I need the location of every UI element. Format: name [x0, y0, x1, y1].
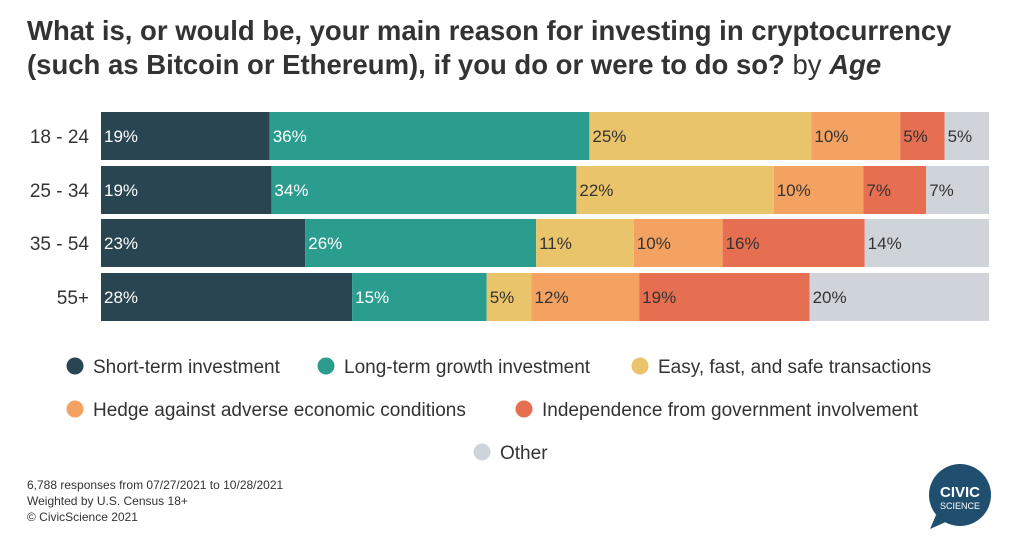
footer: 6,788 responses from 07/27/2021 to 10/28…	[27, 477, 283, 525]
legend-label: Independence from government involvement	[542, 400, 919, 421]
bar-segment	[101, 273, 353, 321]
chart-title: What is, or would be, your main reason f…	[27, 14, 997, 82]
civicscience-logo: CIVIC SCIENCE	[929, 464, 991, 529]
bar-segment	[722, 219, 865, 267]
row-label-3: 55+	[57, 288, 89, 309]
bar-segment	[536, 219, 634, 267]
bar-value-label: 14%	[868, 234, 902, 253]
title-group: Age	[829, 49, 882, 80]
title-by: by	[792, 49, 822, 80]
bar-value-label: 19%	[642, 288, 676, 307]
logo-text-science: SCIENCE	[940, 501, 980, 511]
bar-segment	[101, 166, 272, 214]
bar-value-label: 23%	[104, 234, 138, 253]
legend-swatch	[473, 443, 491, 461]
bar-segment	[101, 112, 270, 160]
legend-swatch	[66, 357, 84, 375]
bar-segment	[305, 219, 537, 267]
bar-value-label: 19%	[104, 127, 138, 146]
bar-segment	[809, 273, 989, 321]
bar-value-label: 25%	[592, 127, 626, 146]
bar-value-label: 22%	[579, 181, 613, 200]
footer-responses: 6,788 responses from 07/27/2021 to 10/28…	[27, 478, 284, 492]
bar-segment	[633, 219, 723, 267]
row-label-2: 35 - 54	[30, 234, 90, 255]
bar-segment	[486, 273, 532, 321]
bar-segment	[589, 112, 812, 160]
legend-swatch	[631, 357, 649, 375]
footer-copyright: © CivicScience 2021	[27, 510, 138, 524]
bar-value-label: 10%	[637, 234, 671, 253]
bar-segment	[352, 273, 487, 321]
title-main: What is, or would be, your main reason f…	[27, 15, 952, 80]
bar-value-label: 5%	[490, 288, 515, 307]
bar-segment	[864, 219, 989, 267]
bar-value-label: 5%	[948, 127, 973, 146]
bar-value-label: 5%	[903, 127, 928, 146]
legend-swatch	[66, 400, 84, 418]
bar-value-label: 36%	[273, 127, 307, 146]
legend-label: Hedge against adverse economic condition…	[93, 400, 466, 421]
bar-value-label: 7%	[929, 181, 954, 200]
bar-segment	[269, 112, 590, 160]
bar-value-label: 12%	[535, 288, 569, 307]
bar-segment	[271, 166, 577, 214]
logo-circle	[929, 464, 991, 526]
legend-label: Easy, fast, and safe transactions	[658, 357, 931, 378]
bar-value-label: 11%	[539, 234, 572, 253]
row-label-1: 25 - 34	[30, 181, 90, 202]
logo-text-civic: CIVIC	[940, 484, 980, 501]
bar-value-label: 19%	[104, 181, 138, 200]
bar-segment	[576, 166, 774, 214]
bar-segment	[811, 112, 901, 160]
legend-label: Other	[500, 443, 548, 464]
bar-segment	[944, 112, 989, 160]
legend-swatch	[515, 400, 533, 418]
bar-segment	[531, 273, 640, 321]
bar-value-label: 16%	[726, 234, 760, 253]
bar-value-label: 34%	[274, 181, 308, 200]
bar-value-label: 7%	[866, 181, 891, 200]
bar-value-label: 28%	[104, 288, 138, 307]
bar-segment	[863, 166, 927, 214]
bar-value-label: 26%	[308, 234, 342, 253]
footer-weighting: Weighted by U.S. Census 18+	[27, 494, 188, 508]
bar-value-label: 10%	[814, 127, 848, 146]
bar-value-label: 20%	[813, 288, 847, 307]
bar-value-label: 15%	[355, 288, 389, 307]
bar-value-label: 10%	[777, 181, 811, 200]
row-label-0: 18 - 24	[30, 127, 90, 148]
bar-segment	[101, 219, 306, 267]
bar-segment	[639, 273, 810, 321]
logo-speech-tail	[930, 515, 948, 529]
bar-segment	[900, 112, 945, 160]
legend-label: Short-term investment	[93, 357, 281, 378]
bar-segment	[773, 166, 864, 214]
legend-swatch	[317, 357, 335, 375]
legend-label: Long-term growth investment	[344, 357, 591, 378]
bar-segment	[926, 166, 989, 214]
